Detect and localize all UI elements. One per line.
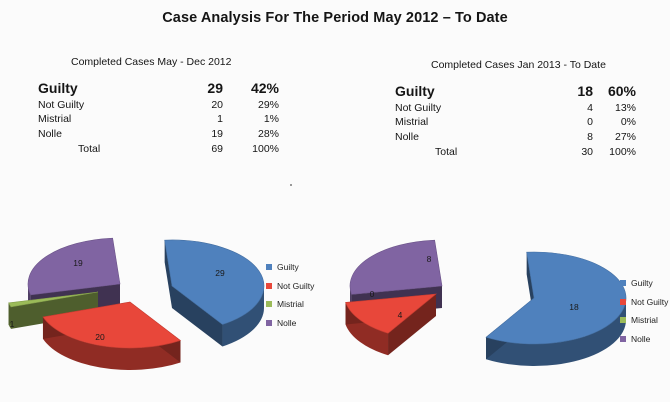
row-percent: 1% xyxy=(263,113,279,126)
row-label: Guilty xyxy=(38,80,78,96)
row-percent: 60% xyxy=(607,83,636,99)
slice-top xyxy=(42,301,182,349)
legend-item-guilty: Guilty xyxy=(620,278,668,288)
legend-label: Guilty xyxy=(277,262,299,272)
legend-label: Guilty xyxy=(631,278,653,288)
row-label: Nolle xyxy=(395,131,419,144)
scan-speck xyxy=(290,184,292,186)
legend-item-mistrial: Mistrial xyxy=(266,299,314,309)
data-label-guilty: 29 xyxy=(215,268,225,278)
legend-item-nolle: Nolle xyxy=(620,334,668,344)
row-label: Guilty xyxy=(395,83,435,99)
row-count: 0 xyxy=(587,116,593,129)
data-label-not-guilty: 4 xyxy=(398,310,403,320)
legend-2013: Guilty Not Guilty Mistrial Nolle xyxy=(620,278,668,352)
row-percent: 13% xyxy=(614,101,636,114)
data-label-mistrial: 1 xyxy=(10,319,15,329)
slice-top xyxy=(349,239,443,295)
row-percent: 29% xyxy=(257,98,279,111)
pie-slice-guilty xyxy=(485,251,627,366)
table-row: Mistrial 0 0% xyxy=(395,115,636,130)
table-row: Not Guilty 20 29% xyxy=(38,98,279,113)
table-subtitle-2012: Completed Cases May - Dec 2012 xyxy=(71,56,232,68)
legend-label: Mistrial xyxy=(631,315,658,325)
row-count: 1 xyxy=(217,113,223,126)
legend-label: Nolle xyxy=(631,333,651,344)
total-label: Total xyxy=(435,146,458,159)
total-percent: 100% xyxy=(609,146,636,159)
legend-swatch xyxy=(266,282,272,289)
row-percent: 42% xyxy=(250,80,279,96)
page-title: Case Analysis For The Period May 2012 – … xyxy=(162,10,508,26)
row-percent: 28% xyxy=(257,128,279,141)
table-row: Mistrial 1 1% xyxy=(38,112,279,127)
table-row: Guilty 18 60% xyxy=(395,83,636,101)
table-subtitle-2013: Completed Cases Jan 2013 - To Date xyxy=(431,59,606,71)
total-count: 69 xyxy=(211,143,223,156)
slice-side xyxy=(345,302,389,356)
legend-label: Not Guilty xyxy=(277,280,315,291)
legend-item-mistrial: Mistrial xyxy=(620,315,668,325)
total-row: Total 69 100% xyxy=(38,142,279,157)
data-label-nolle: 19 xyxy=(73,258,83,268)
row-percent: 0% xyxy=(620,116,636,129)
legend-swatch xyxy=(620,335,626,342)
table-row: Not Guilty 4 13% xyxy=(395,101,636,116)
legend-swatch xyxy=(266,301,272,307)
row-label: Mistrial xyxy=(38,113,72,126)
total-row: Total 30 100% xyxy=(395,145,636,160)
legend-swatch xyxy=(266,319,272,326)
legend-item-guilty: Guilty xyxy=(266,262,314,272)
table-row: Nolle 19 28% xyxy=(38,127,279,142)
slice-top xyxy=(27,237,121,296)
slice-wall xyxy=(164,240,172,308)
data-label-not-guilty: 20 xyxy=(95,332,105,342)
row-label: Not Guilty xyxy=(395,101,442,114)
pie-slice-guilty xyxy=(164,239,265,347)
data-label-nolle: 8 xyxy=(427,254,432,264)
slice-side xyxy=(486,298,626,366)
pie-slice-not-guilty xyxy=(42,301,182,371)
legend-item-not-guilty: Not Guilty xyxy=(266,281,314,291)
legend-label: Not Guilty xyxy=(631,296,669,307)
slice-top xyxy=(345,293,437,334)
row-count: 20 xyxy=(211,98,223,111)
row-count: 4 xyxy=(587,101,593,114)
total-percent: 100% xyxy=(252,143,279,156)
row-label: Mistrial xyxy=(395,116,429,129)
row-count: 19 xyxy=(211,128,223,141)
row-percent: 27% xyxy=(614,131,636,144)
row-count: 29 xyxy=(207,80,223,96)
legend-swatch xyxy=(620,280,626,286)
legend-item-nolle: Nolle xyxy=(266,318,314,328)
total-count: 30 xyxy=(581,146,593,159)
total-label: Total xyxy=(78,143,101,156)
row-label: Not Guilty xyxy=(38,98,85,111)
slice-side xyxy=(222,286,264,347)
legend-swatch xyxy=(620,317,626,323)
legend-swatch xyxy=(620,298,626,305)
legend-swatch xyxy=(266,264,272,270)
summary-table-2012: Guilty 29 42% Not Guilty 20 29% Mistrial… xyxy=(38,80,279,157)
legend-label: Mistrial xyxy=(277,299,304,309)
row-count: 18 xyxy=(577,83,593,99)
pie-slice-not-guilty xyxy=(345,293,437,356)
summary-table-2013: Guilty 18 60% Not Guilty 4 13% Mistrial … xyxy=(395,83,636,160)
slice-top xyxy=(164,239,265,325)
row-count: 8 xyxy=(587,131,593,144)
data-label-mistrial: 0 xyxy=(370,289,375,299)
row-label: Nolle xyxy=(38,128,62,141)
legend-2012: Guilty Not Guilty Mistrial Nolle xyxy=(266,262,314,336)
slice-top xyxy=(485,251,627,345)
slice-wall xyxy=(172,286,223,347)
table-row: Nolle 8 27% xyxy=(395,130,636,145)
table-row: Guilty 29 42% xyxy=(38,80,279,98)
legend-item-not-guilty: Not Guilty xyxy=(620,297,668,307)
data-label-guilty: 18 xyxy=(569,302,579,312)
slice-top xyxy=(8,291,99,308)
slice-side xyxy=(42,316,181,371)
legend-label: Nolle xyxy=(277,317,297,328)
